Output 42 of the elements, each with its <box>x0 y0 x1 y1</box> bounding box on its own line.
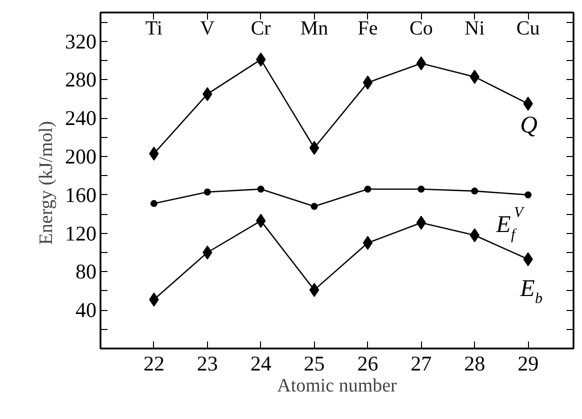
point <box>362 236 373 250</box>
x-tick-label: 25 <box>304 352 325 376</box>
annotation: Co <box>410 18 433 40</box>
annotation: V <box>200 18 216 40</box>
annotation: Ti <box>145 18 163 40</box>
y-tick-label: 120 <box>65 221 96 246</box>
x-axis-title: Atomic number <box>277 376 398 396</box>
x-tick-label: 28 <box>464 352 486 376</box>
point <box>257 186 264 193</box>
y-tick-label: 240 <box>65 106 96 130</box>
x-tick-label: 22 <box>143 352 164 376</box>
y-tick-label: 40 <box>76 298 96 322</box>
annotation: Cr <box>250 18 272 40</box>
point <box>362 76 373 90</box>
point <box>471 188 478 195</box>
point <box>202 246 212 260</box>
point <box>416 216 426 230</box>
y-axis-title: Energy (kJ/mol) <box>36 121 57 245</box>
point <box>418 186 425 193</box>
legend-label: Q <box>520 112 538 139</box>
point <box>524 191 532 198</box>
point <box>309 140 320 155</box>
x-tick-label: 26 <box>357 352 378 376</box>
x-tick-label: 27 <box>410 352 432 376</box>
y-tick-label: 320 <box>65 29 96 54</box>
x-tick-label: 29 <box>518 352 539 376</box>
x-tick-label: 23 <box>196 352 218 376</box>
annotation: Cu <box>516 18 540 40</box>
y-tick-label: 280 <box>65 68 96 92</box>
point <box>364 186 372 193</box>
point <box>309 282 320 297</box>
annotation: Mn <box>300 18 328 40</box>
y-tick-label: 80 <box>76 260 96 284</box>
y-tick-label: 200 <box>65 144 96 168</box>
point <box>310 202 318 210</box>
x-tick-label: 24 <box>250 352 272 376</box>
annotation: Fe <box>358 18 378 40</box>
point <box>416 56 426 70</box>
point <box>150 200 158 208</box>
annotation: Ni <box>464 18 486 40</box>
point <box>204 188 211 196</box>
y-tick-label: 160 <box>65 182 96 207</box>
